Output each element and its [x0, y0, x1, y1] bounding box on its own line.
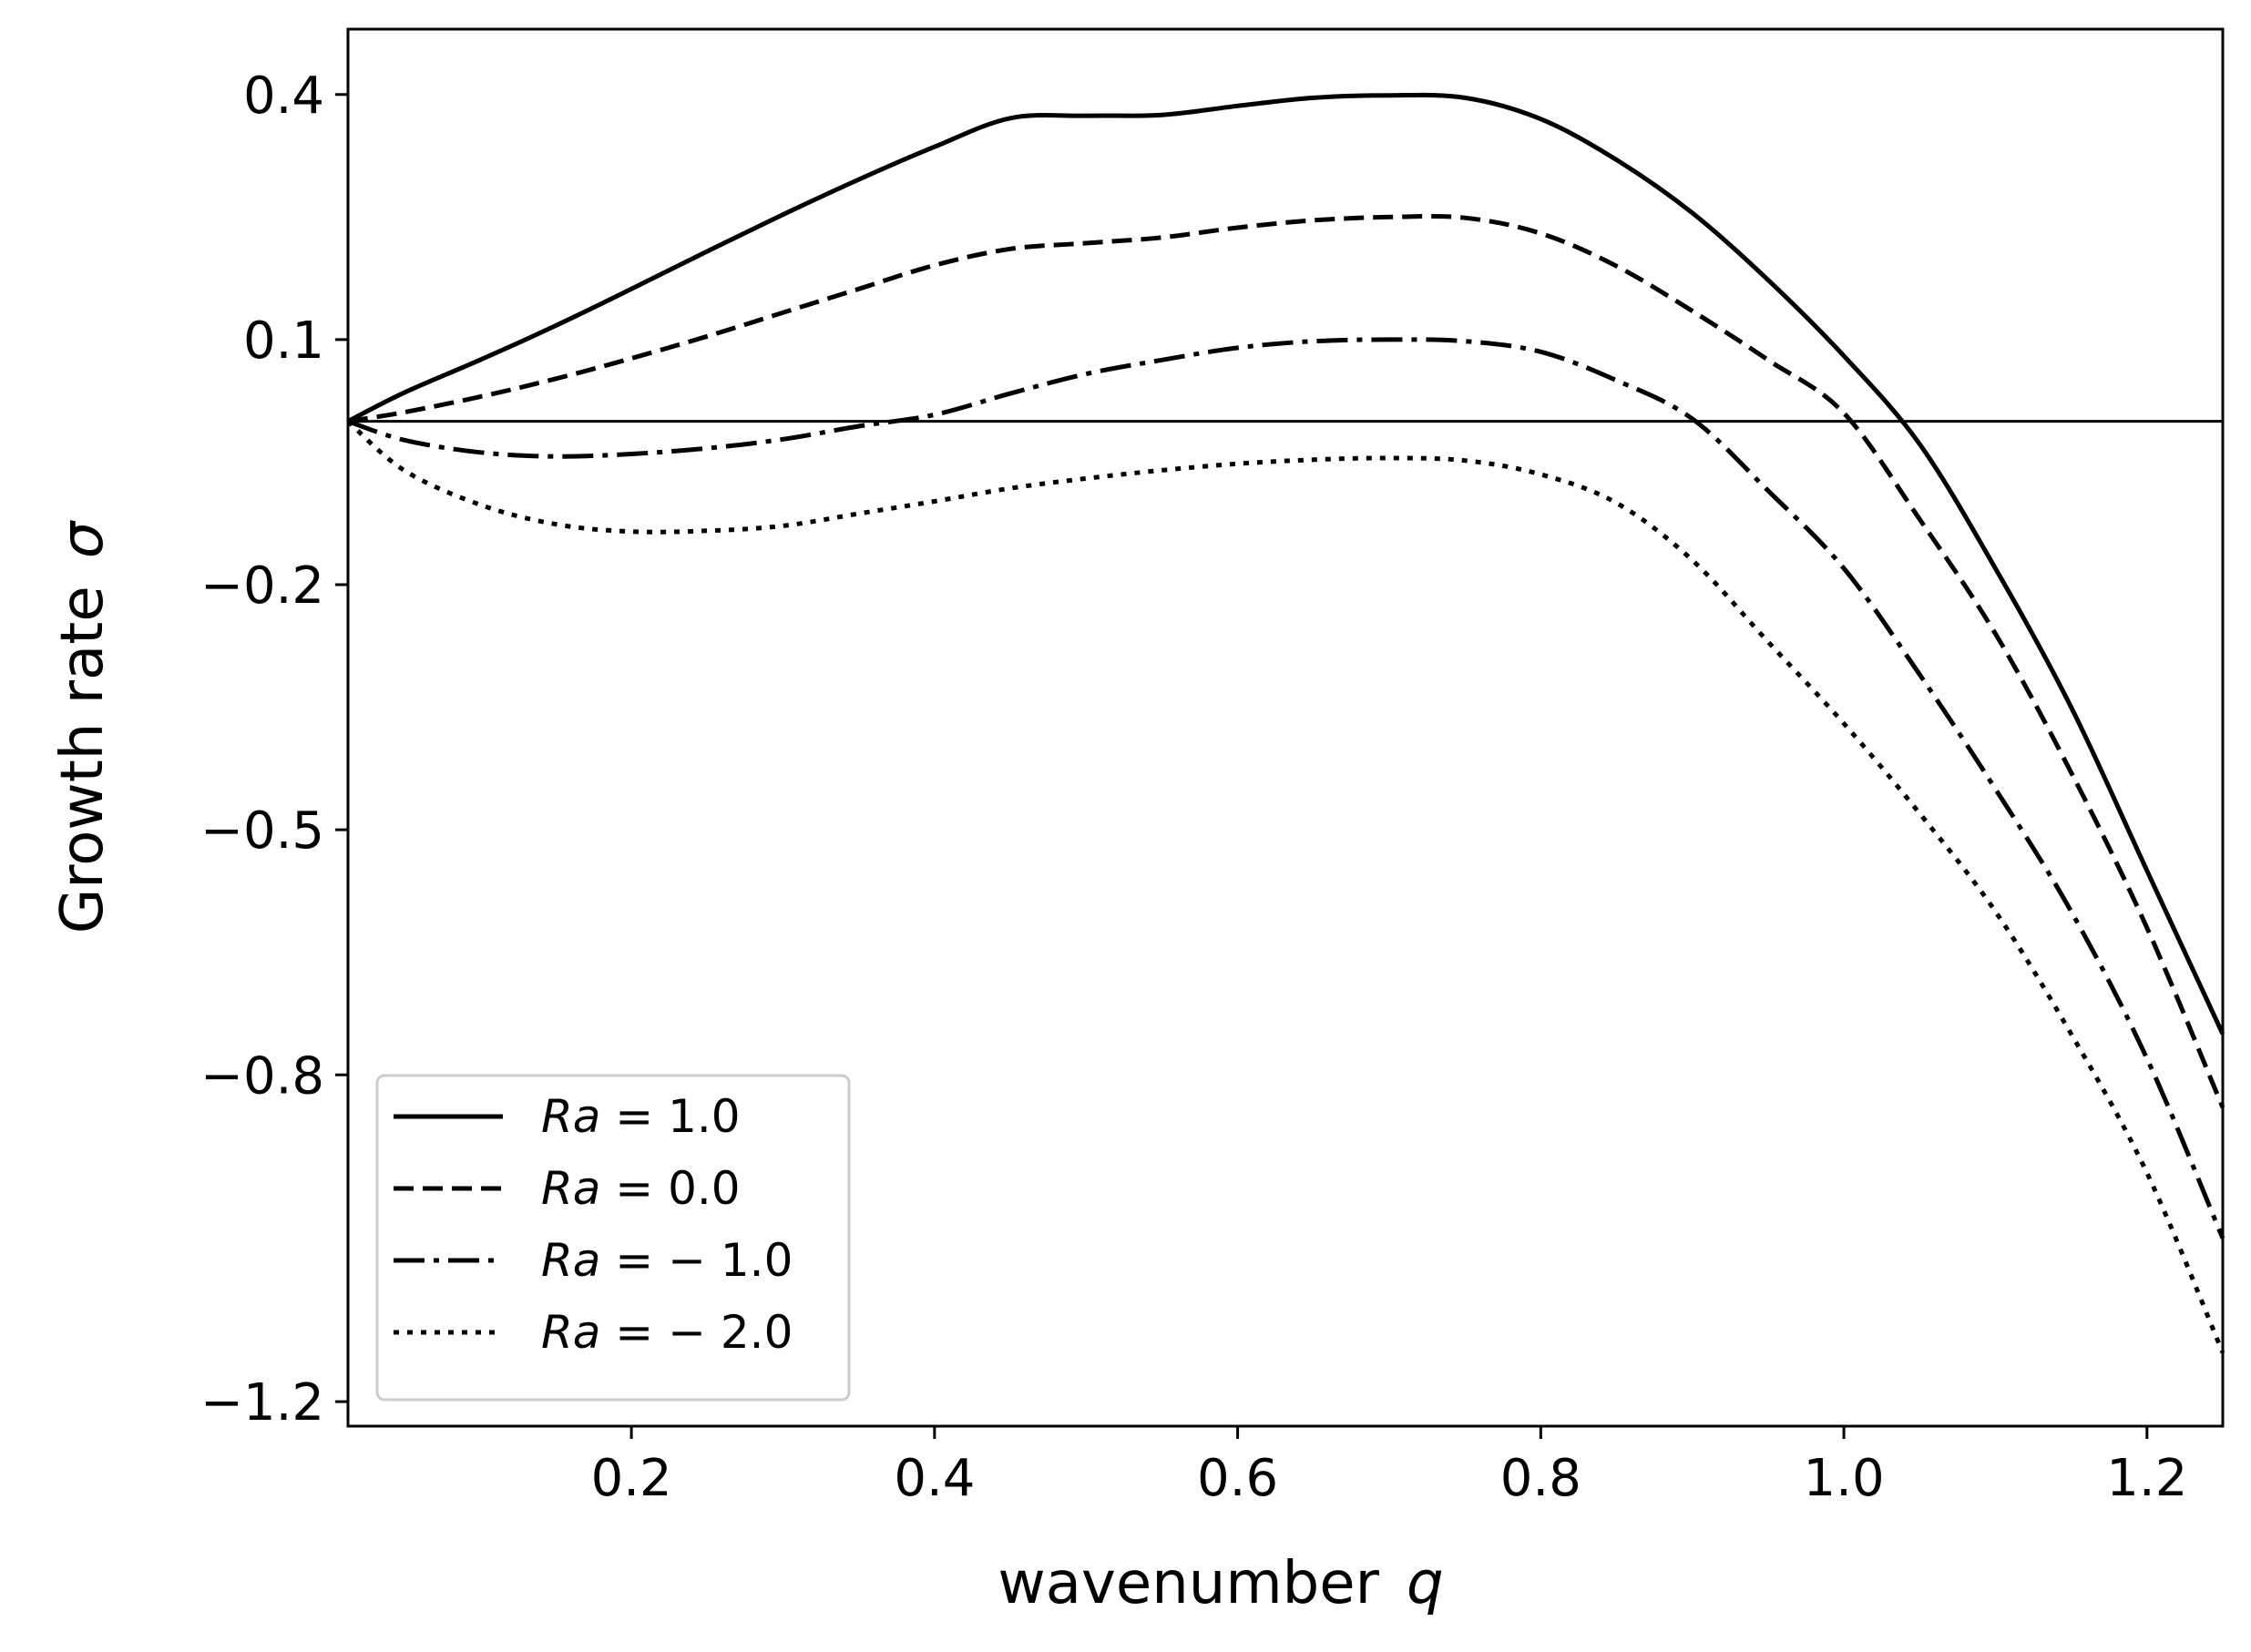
- y-axis-ticks: 0.4 0.1 −0.2 −0.5 −0.8 −1.2: [200, 66, 348, 1433]
- legend-label-value: = − 2.0: [600, 1306, 793, 1359]
- x-tick-label: 0.6: [1197, 1449, 1278, 1508]
- x-axis-ticks: 0.2 0.4 0.6 0.8 1.0 1.2: [591, 1426, 2187, 1508]
- y-tick-label: −0.8: [200, 1046, 324, 1106]
- y-tick-label: 0.1: [243, 311, 324, 371]
- legend-label-prefix: Ra: [541, 1234, 600, 1287]
- legend-label-prefix: Ra: [541, 1306, 600, 1359]
- y-axis-label-text: Growth rate: [49, 586, 117, 933]
- x-axis-label: wavenumber q: [998, 1550, 1443, 1617]
- x-tick-label: 0.4: [894, 1449, 975, 1508]
- series-line-solid: [346, 92, 2225, 1035]
- x-tick-label: 0.2: [591, 1449, 672, 1508]
- legend: Ra = 1.0Ra = 0.0Ra = − 1.0Ra = − 2.0: [375, 1074, 851, 1402]
- y-axis-label-symbol: σ: [49, 519, 117, 558]
- legend-label-value: = 0.0: [600, 1162, 740, 1215]
- series-line-dashed: [347, 213, 2225, 1109]
- legend-label: Ra = − 1.0: [541, 1234, 793, 1287]
- series-line-dotted: [346, 419, 2225, 1354]
- y-tick-label: 0.4: [243, 66, 324, 126]
- legend-label-value: = 1.0: [600, 1090, 740, 1143]
- plot-frame: [346, 27, 2225, 1428]
- legend-label-prefix: Ra: [541, 1162, 600, 1215]
- legend-label: Ra = 0.0: [541, 1162, 741, 1215]
- series-layer: [346, 92, 2225, 1354]
- legend-items: Ra = 1.0Ra = 0.0Ra = − 1.0Ra = − 2.0: [394, 1090, 793, 1359]
- y-tick-label: −1.2: [200, 1373, 324, 1433]
- legend-label: Ra = 1.0: [541, 1090, 741, 1143]
- y-axis-label-group: Growth rate σ: [49, 519, 117, 933]
- x-tick-label: 0.8: [1500, 1449, 1581, 1508]
- legend-box: [375, 1074, 851, 1402]
- y-axis-label: Growth rate σ: [49, 519, 117, 933]
- x-tick-label: 1.0: [1804, 1449, 1885, 1508]
- x-tick-label: 1.2: [2106, 1449, 2187, 1508]
- series-line-dashdot: [347, 337, 2225, 1239]
- x-axis-label-text: wavenumber: [998, 1550, 1379, 1617]
- x-axis-label-symbol: q: [1407, 1550, 1444, 1617]
- y-tick-label: −0.5: [200, 801, 324, 861]
- y-tick-label: −0.2: [200, 556, 324, 616]
- legend-label: Ra = − 2.0: [541, 1306, 793, 1359]
- legend-label-value: = − 1.0: [600, 1234, 793, 1287]
- legend-label-prefix: Ra: [541, 1090, 600, 1143]
